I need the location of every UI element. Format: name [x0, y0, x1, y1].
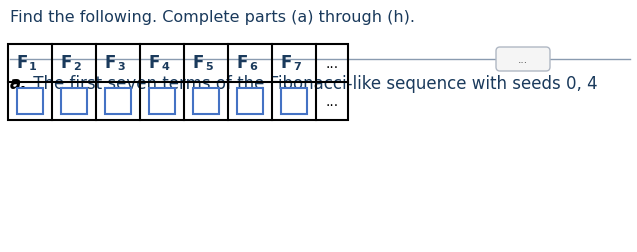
Bar: [61, 89, 87, 115]
Text: ...: ...: [326, 94, 338, 109]
Text: 7: 7: [293, 62, 301, 72]
Bar: [17, 89, 43, 115]
Bar: [193, 89, 219, 115]
Text: 2: 2: [73, 62, 81, 72]
Text: 3: 3: [117, 62, 125, 72]
Text: 4: 4: [161, 62, 169, 72]
Text: F: F: [236, 54, 248, 72]
Text: 6: 6: [249, 62, 257, 72]
Text: ...: ...: [326, 57, 338, 71]
Text: ...: ...: [518, 55, 528, 65]
Text: 1: 1: [29, 62, 37, 72]
Text: The first seven terms of the Fibonacci-like sequence with seeds 0, 4: The first seven terms of the Fibonacci-l…: [28, 75, 598, 93]
Text: F: F: [192, 54, 204, 72]
Bar: [8, 45, 348, 120]
Text: F: F: [104, 54, 116, 72]
Text: Find the following. Complete parts (a) through (h).: Find the following. Complete parts (a) t…: [10, 10, 415, 25]
Text: F: F: [281, 54, 292, 72]
Bar: [281, 89, 307, 115]
Bar: [149, 89, 175, 115]
FancyBboxPatch shape: [496, 48, 550, 72]
Text: a.: a.: [10, 75, 27, 93]
Bar: [105, 89, 131, 115]
Text: F: F: [148, 54, 160, 72]
Bar: [237, 89, 263, 115]
Text: F: F: [61, 54, 72, 72]
Text: 5: 5: [205, 62, 213, 72]
Text: F: F: [17, 54, 28, 72]
